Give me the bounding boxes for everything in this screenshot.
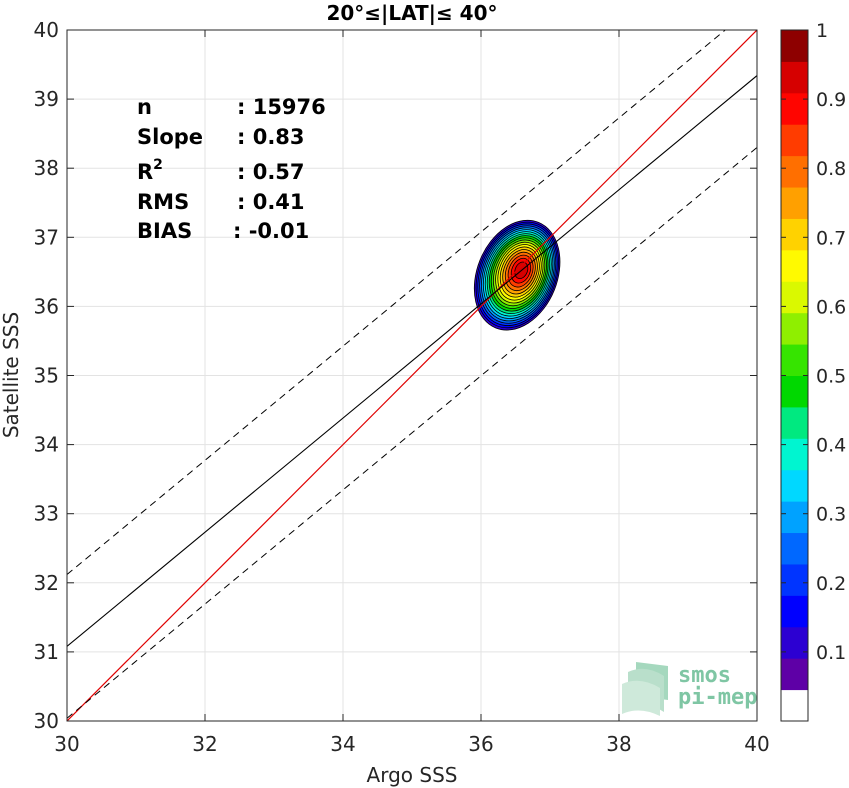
- colorbar-band-14: [781, 249, 808, 282]
- colorbar-band-19: [781, 92, 808, 125]
- colorbar-band-6: [781, 501, 808, 534]
- cb-tick-label-7: 0.8: [816, 158, 846, 180]
- upper-bound-line: [67, 30, 727, 575]
- x-tick-label-4: 38: [606, 732, 631, 756]
- stat-rms-value: : 0.41: [237, 190, 305, 214]
- y-tick-label-7: 37: [34, 225, 59, 249]
- colorbar-band-13: [781, 281, 808, 314]
- y-axis-ticks: 30 31 32 33 34 35 36 37 38 39 40: [34, 18, 757, 733]
- stat-rms-label: RMS: [137, 190, 189, 214]
- cb-tick-label-8: 0.9: [816, 89, 846, 111]
- x-tick-label-5: 40: [744, 732, 769, 756]
- stat-bias-value: : -0.01: [233, 219, 309, 243]
- stat-slope-value: : 0.83: [237, 125, 305, 149]
- y-tick-label-3: 33: [34, 502, 59, 526]
- cb-tick-label-5: 0.6: [816, 296, 846, 318]
- smos-pimep-logo: smos pi-mep: [622, 662, 757, 716]
- colorbar-band-7: [781, 469, 808, 502]
- logo-wave-icon: [622, 662, 668, 716]
- y-tick-label-6: 36: [34, 294, 59, 318]
- x-tick-label-3: 36: [468, 732, 493, 756]
- colorbar-band-5: [781, 532, 808, 565]
- colorbar-band-18: [781, 124, 808, 157]
- identity-line: [67, 30, 757, 721]
- colorbar-band-2: [781, 626, 808, 659]
- colorbar-band-10: [781, 375, 808, 408]
- colorbar-band-17: [781, 155, 808, 188]
- y-tick-label-5: 35: [34, 364, 59, 388]
- colorbar: [781, 30, 808, 722]
- cb-tick-label-2: 0.3: [816, 504, 846, 526]
- x-tick-label-2: 34: [330, 732, 355, 756]
- cb-tick-label-4: 0.5: [816, 366, 846, 388]
- colorbar-band-4: [781, 563, 808, 596]
- cb-tick-label-6: 0.7: [816, 227, 846, 249]
- stat-r2-sup: 2: [153, 157, 163, 173]
- y-tick-label-0: 30: [34, 709, 59, 733]
- colorbar-ticks: 0.1 0.2 0.3 0.4 0.5 0.6 0.7 0.8 0.9 1: [781, 20, 846, 664]
- fit-line: [67, 75, 757, 647]
- stat-n-value: : 15976: [237, 95, 326, 119]
- y-tick-label-4: 34: [34, 433, 59, 457]
- stat-bias-label: BIAS: [137, 219, 192, 243]
- stat-r2-label: R2: [137, 157, 163, 184]
- stat-r2-value: : 0.57: [237, 160, 305, 184]
- chart-title: 20°≤|LAT|≤ 40°: [326, 1, 497, 25]
- colorbar-band-8: [781, 438, 808, 471]
- y-tick-label-10: 40: [34, 18, 59, 42]
- colorbar-band-11: [781, 344, 808, 376]
- colorbar-band-12: [781, 312, 808, 345]
- x-axis-label: Argo SSS: [367, 763, 458, 787]
- colorbar-band-3: [781, 595, 808, 628]
- colorbar-band-20: [781, 61, 808, 94]
- stat-r2-base: R: [137, 160, 153, 184]
- colorbar-band-9: [781, 406, 808, 439]
- x-tick-label-0: 30: [54, 732, 79, 756]
- colorbar-band-1: [781, 658, 808, 691]
- colorbar-band-21: [781, 30, 808, 62]
- y-tick-label-2: 32: [34, 571, 59, 595]
- cb-tick-label-1: 0.2: [816, 573, 846, 595]
- lower-bound-line: [67, 147, 757, 719]
- x-axis-ticks: 30 32 34 36 38 40: [54, 30, 770, 756]
- stat-slope-label: Slope: [137, 125, 203, 149]
- reference-lines: [67, 30, 757, 721]
- colorbar-band-16: [781, 187, 808, 219]
- x-tick-label-1: 32: [192, 732, 217, 756]
- cb-tick-label-9: 1: [816, 20, 828, 42]
- y-tick-label-1: 31: [34, 640, 59, 664]
- y-axis-label: Satellite SSS: [0, 312, 23, 438]
- stats-block: n : 15976 Slope : 0.83 R2 : 0.57 RMS : 0…: [137, 95, 326, 243]
- y-tick-label-8: 38: [34, 156, 59, 180]
- grid-lines: [67, 30, 757, 721]
- logo-line2: pi-mep: [678, 685, 757, 710]
- stat-n-label: n: [137, 95, 152, 119]
- colorbar-band-0: [781, 689, 808, 722]
- cb-tick-label-0: 0.1: [816, 642, 846, 664]
- cb-tick-label-3: 0.4: [816, 435, 846, 457]
- colorbar-band-15: [781, 218, 808, 251]
- y-tick-label-9: 39: [34, 87, 59, 111]
- logo-line1: smos: [678, 663, 731, 688]
